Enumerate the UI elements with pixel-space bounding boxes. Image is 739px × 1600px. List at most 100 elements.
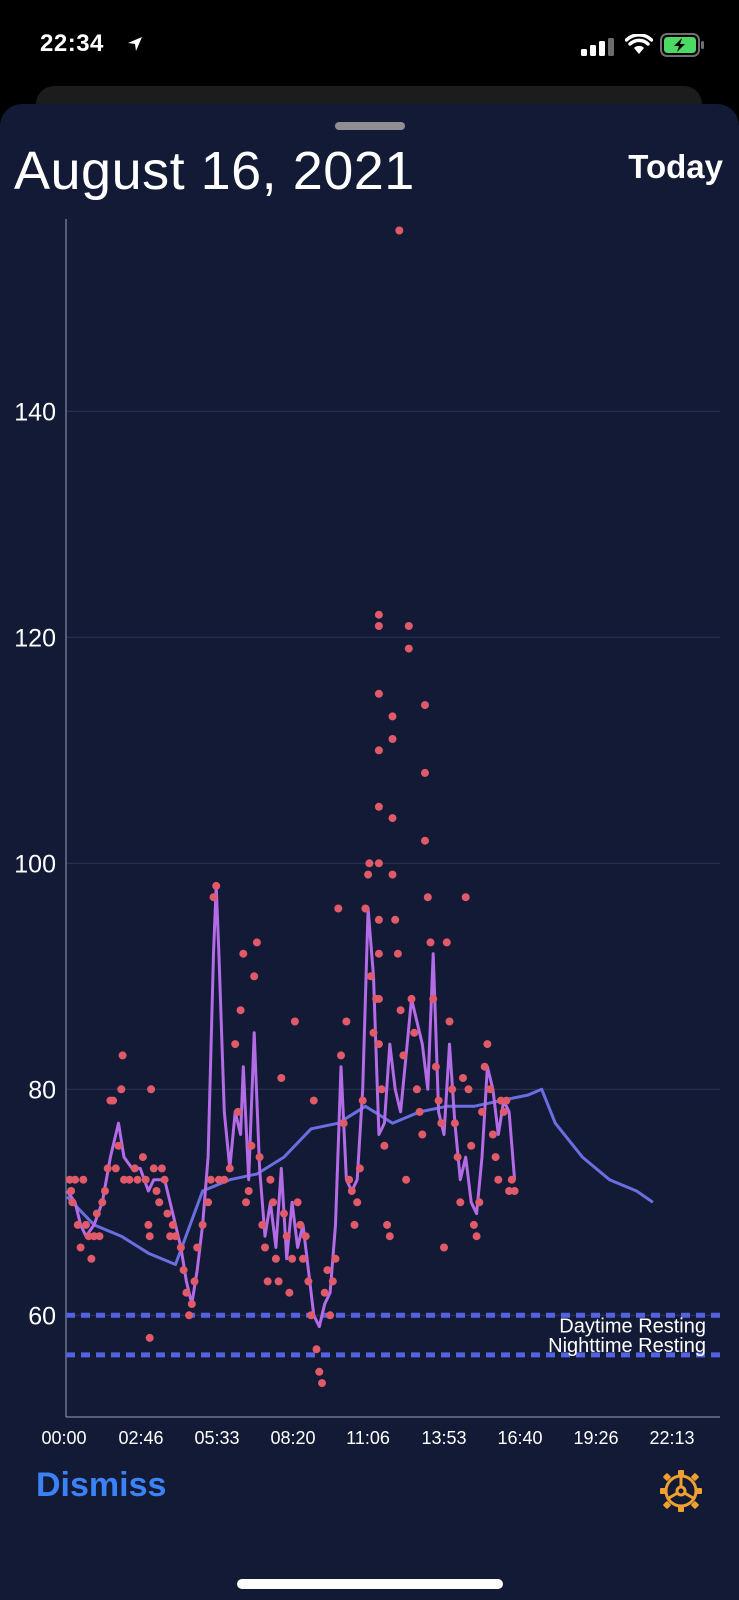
status-time: 22:34 [40, 30, 104, 57]
heart-rate-point [472, 1232, 481, 1241]
heart-rate-point [149, 1164, 158, 1173]
heart-rate-point [168, 1220, 177, 1229]
heart-rate-point [296, 1220, 305, 1229]
heart-rate-point [505, 1187, 514, 1195]
today-button[interactable]: Today [628, 148, 723, 185]
heart-rate-point [415, 1107, 424, 1116]
heart-rate-point [117, 1085, 126, 1094]
heart-rate-point [318, 1379, 326, 1388]
heart-rate-point [312, 1345, 321, 1354]
heart-rate-point [73, 1220, 82, 1229]
x-tick-label: 05:33 [194, 1428, 239, 1448]
heart-rate-point [79, 1175, 88, 1184]
heart-rate-point [231, 1040, 240, 1049]
heart-rate-point [68, 1198, 77, 1207]
heart-rate-point [304, 1277, 313, 1286]
heart-rate-point [488, 1130, 497, 1139]
heart-rate-point [147, 1085, 156, 1094]
heart-rate-point [364, 870, 373, 879]
heart-rate-point [337, 1051, 345, 1060]
heart-rate-point [374, 859, 383, 868]
heart-rate-point [328, 1277, 337, 1286]
heart-rate-point [101, 1187, 109, 1195]
heart-rate-point [145, 1333, 154, 1342]
heart-rate-sheet: August 16, 2021 Today 60 80 100 120 140 00:00… [0, 104, 739, 1600]
heart-rate-point [369, 1028, 378, 1037]
heart-rate-point [277, 1074, 286, 1082]
heart-rate-point [461, 893, 470, 902]
heart-rate-point [412, 1085, 421, 1094]
heart-rate-point [212, 881, 221, 890]
heart-rate-point [374, 610, 383, 619]
heart-rate-point [494, 1175, 503, 1184]
heart-rate-point [350, 1220, 359, 1229]
y-tick-label: 140 [14, 398, 56, 426]
heart-rate-point [307, 1311, 316, 1320]
x-tick-label: 13:53 [421, 1428, 466, 1448]
heart-rate-point [236, 1006, 245, 1015]
heart-rate-point [326, 1311, 335, 1320]
dismiss-button[interactable]: Dismiss [36, 1466, 167, 1504]
heart-rate-point [423, 893, 432, 902]
heart-rate-point [301, 1232, 310, 1241]
heart-rate-point [396, 1006, 405, 1015]
heart-rate-point [434, 1096, 443, 1105]
heart-rate-point [464, 1085, 473, 1094]
heart-rate-point [331, 1254, 340, 1263]
heart-rate-point [130, 1164, 139, 1173]
heart-rate-point [67, 1187, 76, 1195]
heart-rate-point [290, 1017, 299, 1026]
gear-icon [660, 1470, 702, 1512]
heart-rate-point [95, 1232, 104, 1241]
heart-rate-point [445, 1017, 454, 1026]
heart-rate-point [269, 1198, 278, 1207]
heart-rate-point [103, 1164, 112, 1173]
heart-rate-point [374, 994, 383, 1003]
heart-rate-point [299, 1254, 307, 1263]
heart-rate-point [334, 904, 343, 913]
heart-rate-point [391, 915, 400, 924]
heart-rate-point [510, 1187, 519, 1195]
heart-rate-point [469, 1220, 478, 1229]
heart-rate-point [144, 1220, 153, 1229]
status-bar: 22:34 [0, 0, 739, 92]
heart-rate-point [385, 1232, 394, 1241]
heart-rate-point [440, 1243, 448, 1252]
heart-rate-point [437, 1119, 446, 1128]
heart-rate-point [480, 1062, 489, 1071]
heart-rate-point [442, 938, 451, 947]
heart-rate-point [250, 972, 259, 981]
y-tick-label: 60 [28, 1302, 56, 1330]
heart-rate-point [366, 972, 375, 981]
x-tick-label: 11:06 [346, 1428, 390, 1448]
heart-rate-point [410, 1028, 419, 1037]
heart-rate-point [274, 1277, 283, 1286]
heart-rate-point [271, 1254, 280, 1263]
heart-rate-point [133, 1175, 142, 1184]
heart-rate-point [491, 1153, 500, 1162]
y-tick-label: 120 [14, 624, 56, 652]
heart-rate-point [323, 1266, 332, 1275]
heart-rate-point [483, 1040, 492, 1049]
heart-rate-point [377, 1085, 386, 1094]
x-tick-label: 00:00 [41, 1428, 86, 1448]
heart-rate-point [163, 1209, 172, 1218]
heart-rate-point [125, 1175, 134, 1184]
heart-rate-point [456, 1198, 465, 1207]
heart-rate-point [220, 1175, 229, 1184]
heart-rate-point [252, 938, 261, 947]
heart-rate-point [193, 1243, 202, 1252]
heart-rate-point [288, 1254, 297, 1263]
heart-rate-point [388, 712, 397, 721]
sheet-grabber[interactable] [335, 122, 405, 130]
heart-rate-chart: 60 80 100 120 140 00:00 02:46 05:33 08:20 11:06 13… [14, 219, 720, 1448]
heart-rate-point [380, 1141, 389, 1150]
x-tick-label: 19:26 [573, 1428, 618, 1448]
x-tick-label: 08:20 [270, 1428, 315, 1448]
heart-rate-point [347, 1187, 356, 1195]
heart-rate-point [293, 1198, 302, 1207]
heart-rate-point [507, 1175, 516, 1184]
settings-button[interactable] [658, 1468, 704, 1514]
heart-rate-point [152, 1187, 161, 1195]
page-title: August 16, 2021 [14, 141, 415, 201]
